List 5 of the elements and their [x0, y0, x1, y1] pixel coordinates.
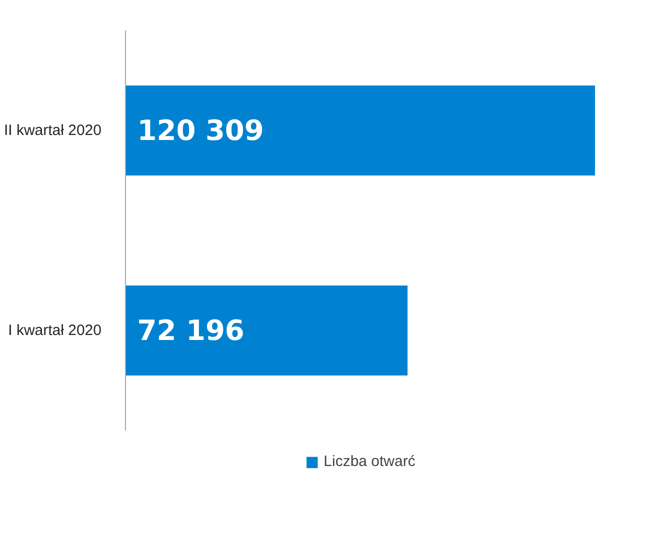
data-label: 120 309: [137, 114, 264, 147]
y-tick-label: I kwartał 2020: [8, 322, 102, 339]
legend-label: Liczba otwarć: [324, 453, 416, 470]
y-tick-label: II kwartał 2020: [4, 122, 102, 139]
data-label: 72 196: [137, 314, 244, 347]
